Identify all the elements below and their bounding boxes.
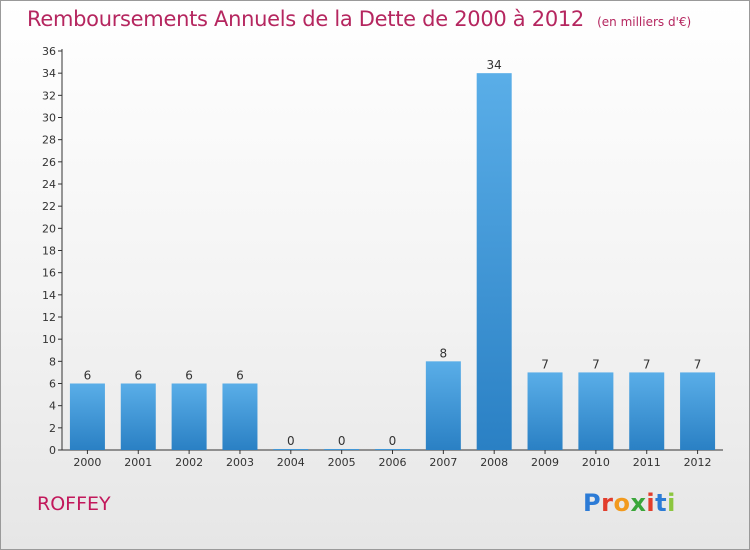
x-tick-label-2002: 2002 [175,456,203,469]
bar-2001 [120,383,156,450]
y-tick-label: 16 [42,267,56,280]
data-label-2010: 7 [592,357,600,371]
y-tick-label: 0 [49,444,56,457]
data-label-2003: 6 [236,369,244,383]
commune-name: ROFFEY [37,493,111,515]
chart-title-row: Remboursements Annuels de la Dette de 20… [27,7,691,31]
data-label-2009: 7 [541,357,549,371]
x-tick-label-2005: 2005 [328,456,356,469]
data-label-2006: 0 [389,434,397,448]
bar-2006 [375,449,410,450]
x-tick-label-2006: 2006 [379,456,407,469]
bar-2010 [578,372,614,450]
x-tick-label-2010: 2010 [582,456,610,469]
y-tick-label: 2 [49,422,56,435]
y-tick-label: 20 [42,222,56,235]
data-label-2001: 6 [134,369,142,383]
data-label-2000: 6 [84,369,92,383]
x-tick-label-2004: 2004 [277,456,305,469]
y-tick-label: 4 [49,400,56,413]
logo-letter: r [601,489,614,517]
data-label-2011: 7 [643,357,651,371]
y-tick-label: 34 [42,67,56,80]
y-tick-label: 14 [42,289,56,302]
logo-letter: t [655,489,668,517]
x-tick-label-2003: 2003 [226,456,254,469]
x-tick-label-2001: 2001 [124,456,152,469]
chart-subtitle: (en milliers d'€) [597,15,692,29]
x-tick-label-2007: 2007 [429,456,457,469]
y-tick-label: 28 [42,134,56,147]
logo-letter: x [630,489,647,517]
x-tick-label-2009: 2009 [531,456,559,469]
logo-letter: i [646,489,656,517]
bar-2000 [69,383,105,450]
x-tick-label-2011: 2011 [633,456,661,469]
logo-letter: P [583,489,602,517]
data-label-2008: 34 [487,58,502,72]
y-tick-label: 24 [42,178,56,191]
bar-2002 [171,383,207,450]
data-label-2005: 0 [338,434,346,448]
bar-2007 [425,361,461,450]
y-tick-label: 32 [42,89,56,102]
chart-title: Remboursements Annuels de la Dette de 20… [27,7,584,31]
x-tick-label-2012: 2012 [684,456,712,469]
y-tick-label: 22 [42,200,56,213]
x-tick-label-2000: 2000 [73,456,101,469]
bar-2005 [324,449,360,450]
y-tick-label: 18 [42,245,56,258]
logo-letter: o [613,489,631,517]
bar-2003 [222,383,258,450]
y-tick-label: 8 [49,355,56,368]
y-tick-label: 10 [42,333,56,346]
y-tick-label: 26 [42,156,56,169]
data-label-2012: 7 [694,357,702,371]
bar-2012 [680,372,716,450]
proxiti-logo: Proxiti [583,489,676,517]
data-label-2002: 6 [185,369,193,383]
logo-letter: i [667,489,676,517]
bar-2009 [527,372,563,450]
x-tick-label-2008: 2008 [480,456,508,469]
bar-2011 [629,372,665,450]
bar-2004 [273,449,309,450]
y-tick-label: 30 [42,112,56,125]
bar-2008 [476,73,512,451]
y-tick-label: 12 [42,311,56,324]
data-label-2004: 0 [287,434,295,448]
data-label-2007: 8 [440,346,448,360]
y-tick-label: 6 [49,378,56,391]
y-tick-label: 36 [42,45,56,58]
